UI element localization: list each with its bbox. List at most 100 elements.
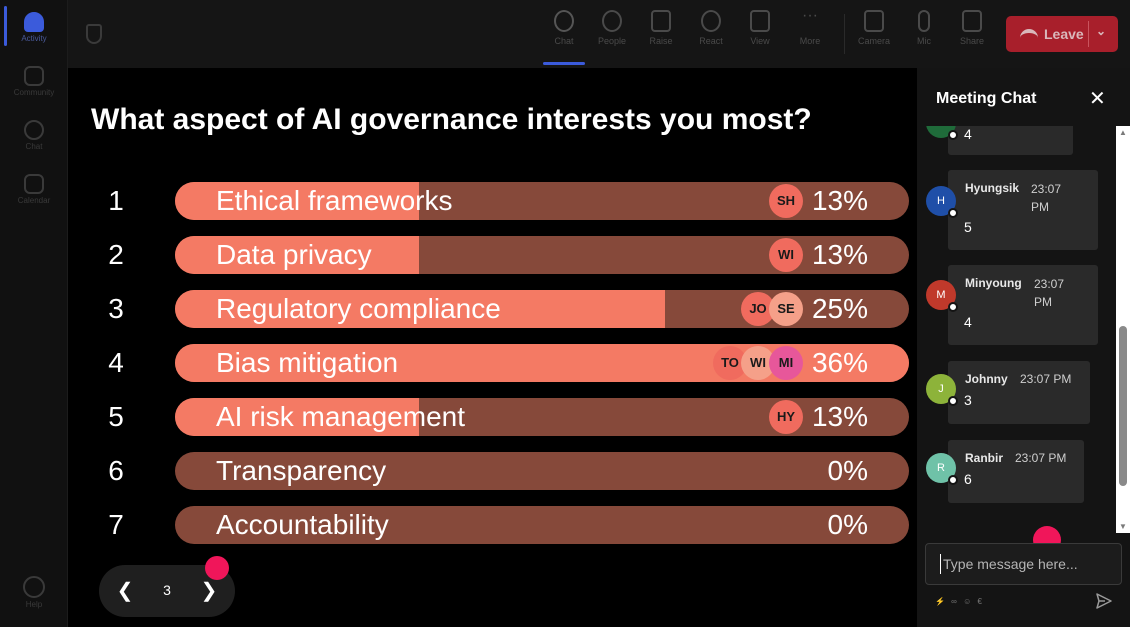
status-ring: [948, 208, 958, 218]
poll-option-percent: 13%: [811, 239, 868, 270]
send-icon[interactable]: [1095, 592, 1113, 610]
poll-option-number: 4: [108, 347, 124, 378]
poll-option-row: 5 AI risk management HY 13%: [68, 398, 917, 436]
bell-icon: [24, 12, 44, 32]
scroll-down-icon[interactable]: ▼: [1119, 522, 1127, 531]
chat-sender-name: Johnny: [965, 372, 1008, 386]
chat-timestamp: 23:07 PM: [1034, 277, 1065, 309]
close-icon[interactable]: ✕: [1089, 88, 1106, 110]
chevron-down-icon[interactable]: ⌄: [1096, 24, 1107, 38]
meeting-toolbar: Chat People Raise React View ··· More Ca…: [68, 0, 1130, 68]
poll-result-fill: [175, 398, 420, 436]
chat-message: Hyungsik 23:07 PM 5: [948, 170, 1098, 250]
rail-item-activity[interactable]: Activity: [0, 12, 68, 43]
poll-option-number: 2: [108, 239, 124, 270]
camera-icon: [864, 10, 884, 32]
rail-item-community[interactable]: Community: [0, 66, 68, 97]
people-icon: [602, 10, 622, 32]
chat-scrollbar[interactable]: ▲ ▼: [1116, 126, 1130, 533]
avatar: H: [926, 186, 958, 218]
formatting-icons[interactable]: ⚡ ∞ ☺ €: [935, 597, 984, 606]
rail-item-label: Chat: [25, 142, 43, 151]
chat-message: 4: [948, 126, 1073, 155]
chat-message: Johnny 23:07 PM 3: [948, 361, 1090, 424]
poll-result-fill: [175, 182, 420, 220]
chat-bubble-icon: [24, 120, 44, 140]
avatar-initial: H: [937, 195, 945, 207]
toolbar-label: Share: [959, 36, 985, 46]
poll-results-stage: What aspect of AI governance interests y…: [68, 68, 917, 627]
toolbar-raise-button[interactable]: Raise: [639, 10, 683, 46]
avatar: J: [926, 374, 958, 406]
poll-option-number: 5: [108, 401, 124, 432]
voter-avatar: SE: [769, 292, 803, 326]
toolbar-more-button[interactable]: ··· More: [788, 8, 832, 47]
chat-message-input-box[interactable]: [925, 543, 1122, 585]
app-rail: Activity Community Chat Calendar Help: [0, 0, 68, 627]
chat-message-input[interactable]: [940, 554, 1110, 574]
poll-option-percent: 36%: [811, 347, 868, 378]
rail-item-label: Community: [13, 88, 55, 97]
leave-divider: [1088, 21, 1089, 47]
poll-option-row: 3 Regulatory compliance JO SE 25%: [68, 290, 917, 328]
poll-option-percent: 0%: [827, 509, 868, 540]
chat-message: Ranbir 23:07 PM 6: [948, 440, 1084, 503]
avatar: [926, 126, 958, 140]
chat-message-text: 4: [964, 314, 972, 330]
toolbar-camera-button[interactable]: Camera: [852, 10, 896, 46]
shield-icon: [86, 24, 102, 44]
status-ring: [948, 130, 958, 140]
chat-icon: [554, 10, 574, 32]
toolbar-view-button[interactable]: View: [738, 10, 782, 46]
chat-sender-name: Ranbir: [965, 451, 1004, 465]
grid-icon: [750, 10, 770, 32]
chat-sender-name: Hyungsik: [965, 181, 1020, 195]
poll-option-row: 4 Bias mitigation TO WI MI 36%: [68, 344, 917, 382]
chevron-left-icon[interactable]: ❮: [116, 580, 134, 602]
poll-option-row: 6 Transparency 0%: [68, 452, 917, 490]
raise-hand-icon: [651, 10, 671, 32]
voter-avatar: SH: [769, 184, 803, 218]
poll-option-row: 7 Accountability 0%: [68, 506, 917, 544]
avatar-initial: J: [938, 383, 944, 395]
poll-option-percent: 0%: [827, 455, 868, 486]
toolbar-label: React: [699, 36, 723, 46]
toolbar-mic-button[interactable]: Mic: [902, 10, 946, 46]
toolbar-share-button[interactable]: Share: [950, 10, 994, 46]
toolbar-divider: [844, 14, 845, 54]
avatar: M: [926, 280, 958, 312]
leave-button[interactable]: Leave ⌄: [1006, 16, 1118, 52]
rail-item-calendar[interactable]: Calendar: [0, 174, 68, 205]
status-ring: [948, 475, 958, 485]
poll-option-percent: 25%: [811, 293, 868, 324]
rail-item-chat[interactable]: Chat: [0, 120, 68, 151]
rail-item-label: Calendar: [17, 196, 51, 205]
toolbar-chat-button[interactable]: Chat: [542, 10, 586, 46]
toolbar-label: View: [750, 36, 770, 46]
poll-option-label: Transparency: [216, 455, 387, 486]
chat-title: Meeting Chat: [936, 90, 1037, 107]
chat-message-text: 6: [964, 471, 972, 487]
chat-message-text: 5: [964, 219, 972, 235]
chat-message-text: 3: [964, 392, 972, 408]
poll-option-label: Bias mitigation: [216, 347, 399, 378]
chevron-right-icon[interactable]: ❯: [200, 580, 218, 602]
scroll-up-icon[interactable]: ▲: [1119, 128, 1127, 137]
rail-item-label: Help: [25, 600, 43, 609]
rail-item-help[interactable]: Help: [0, 576, 68, 609]
chat-message: Minyoung 23:07 PM 4: [948, 265, 1098, 345]
poll-result-fill: [175, 236, 420, 274]
poll-result-fill: [175, 290, 665, 328]
share-icon: [962, 10, 982, 32]
poll-option-label: Ethical frameworks: [216, 185, 453, 216]
scrollbar-thumb[interactable]: [1119, 326, 1127, 486]
voter-avatar: MI: [769, 346, 803, 380]
toolbar-people-button[interactable]: People: [590, 10, 634, 46]
toolbar-react-button[interactable]: React: [689, 10, 733, 46]
chat-message-list[interactable]: 4 Hyungsik 23:07 PM 5 H Minyoung 23:07 P…: [917, 126, 1117, 533]
meeting-chat-panel: Meeting Chat ✕ 4 Hyungsik 23:07 PM 5 H M…: [917, 68, 1130, 627]
click-indicator: [205, 556, 229, 580]
poll-option-number: 3: [108, 293, 124, 324]
toolbar-label: Chat: [554, 36, 574, 46]
poll-option-percent: 13%: [811, 185, 868, 216]
